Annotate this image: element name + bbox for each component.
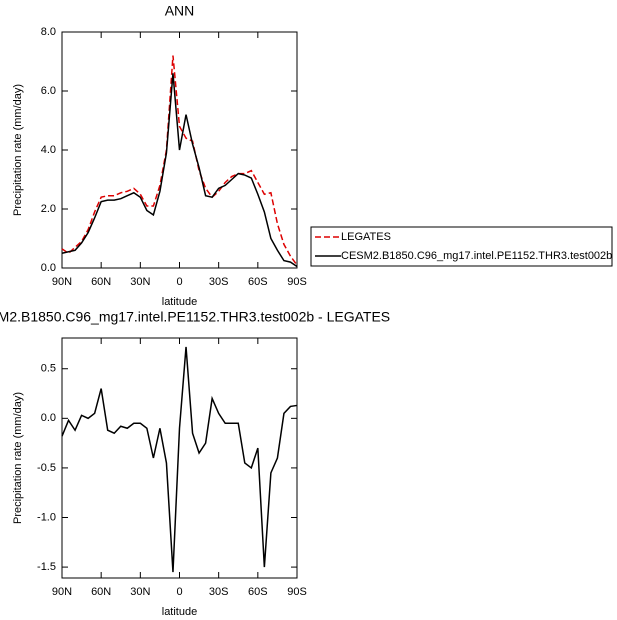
plot-frame [61, 337, 298, 579]
x-tick-label: 30N [130, 276, 150, 288]
x-tick-label: 60S [248, 586, 268, 598]
data-line [61, 73, 298, 268]
legend-label: CESM2.B1850.C96_mg17.intel.PE1152.THR3.t… [341, 250, 612, 262]
legend-label: LEGATES [341, 231, 391, 243]
data-line [61, 346, 298, 573]
y-tick-label: 0.5 [41, 363, 56, 375]
x-tick-label: 30N [130, 586, 150, 598]
y-tick-label: -1.5 [37, 561, 56, 573]
y-axis-label: Precipitation rate (mm/day) [12, 84, 24, 216]
x-tick-label: 30S [209, 586, 229, 598]
y-tick-label: 0.0 [41, 262, 56, 274]
y-axis-label: Precipitation rate (mm/day) [12, 392, 24, 524]
x-tick-label: 0 [176, 276, 182, 288]
y-tick-label: 2.0 [41, 203, 56, 215]
x-tick-label: 90S [287, 586, 307, 598]
data-line [61, 55, 298, 266]
x-tick-label: 0 [176, 586, 182, 598]
y-tick-label: -1.0 [37, 511, 56, 523]
x-axis-label: latitude [162, 296, 197, 308]
x-tick-label: 90S [287, 276, 307, 288]
x-tick-label: 60N [91, 276, 111, 288]
x-axis-label: latitude [162, 606, 197, 618]
x-tick-label: 60N [91, 586, 111, 598]
chart-title: CESM2.B1850.C96_mg17.intel.PE1152.THR3.t… [0, 309, 390, 325]
x-tick-label: 90N [52, 276, 72, 288]
y-tick-label: 8.0 [41, 26, 56, 38]
y-tick-label: 0.0 [41, 412, 56, 424]
legend-box [310, 226, 613, 267]
x-tick-label: 30S [209, 276, 229, 288]
x-tick-label: 60S [248, 276, 268, 288]
y-tick-label: 6.0 [41, 85, 56, 97]
y-tick-label: 4.0 [41, 144, 56, 156]
x-tick-label: 90N [52, 586, 72, 598]
chart-title: ANN [165, 3, 195, 19]
y-tick-label: -0.5 [37, 462, 56, 474]
